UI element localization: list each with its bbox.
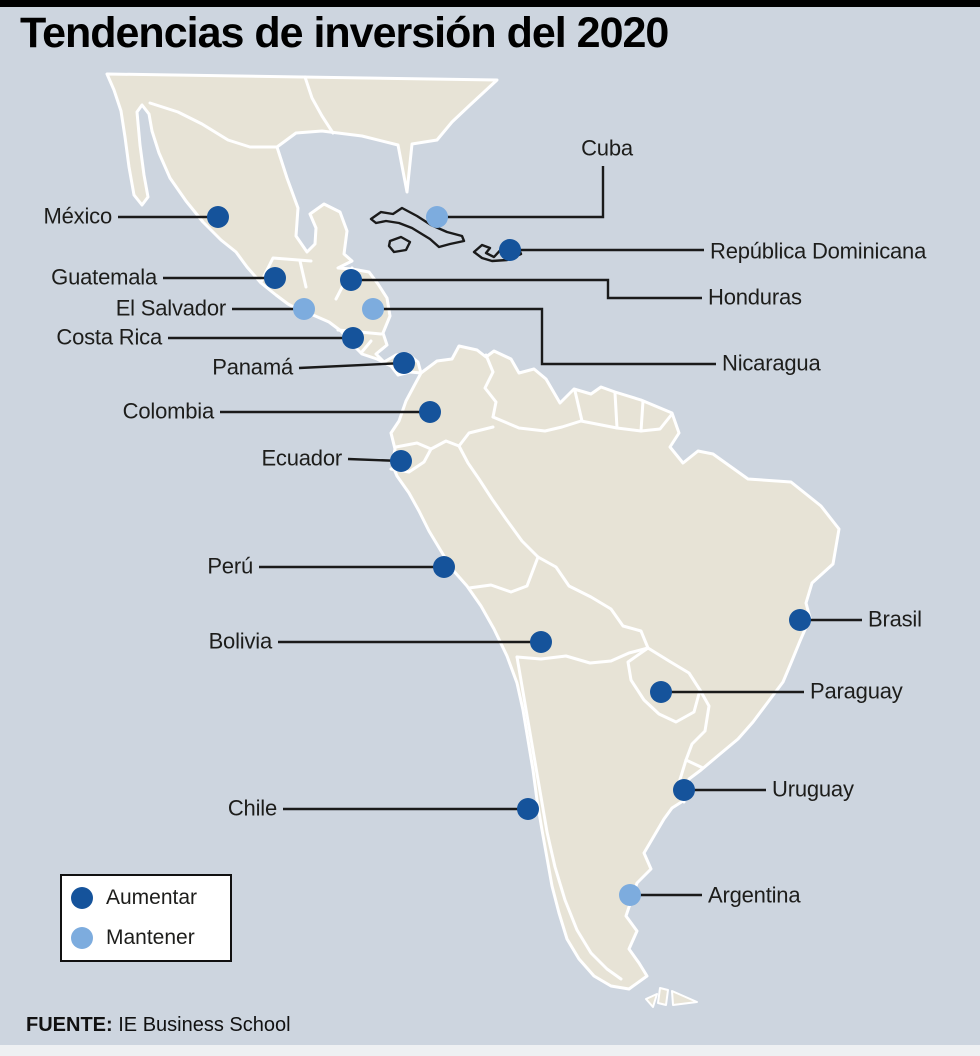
tierra-del-fuego-islands: [645, 987, 698, 1008]
dot-nicaragua: [362, 298, 384, 320]
dot-brasil: [789, 609, 811, 631]
dot-guatemala: [264, 267, 286, 289]
country-label-bolivia: Bolivia: [208, 628, 273, 654]
legend-item-aumentar: Aumentar: [71, 883, 220, 914]
country-label-republica-dominicana: República Dominicana: [710, 238, 927, 264]
country-label-nicaragua: Nicaragua: [722, 350, 821, 376]
dot-honduras: [340, 269, 362, 291]
leader-cuba: [437, 166, 605, 219]
source-label: FUENTE:: [26, 1014, 113, 1036]
dot-paraguay: [650, 681, 672, 703]
dot-republica-dominicana: [499, 239, 521, 261]
dot-bolivia: [530, 631, 552, 653]
cuba-outline: [369, 206, 466, 249]
source-text: IE Business School: [118, 1014, 291, 1036]
country-label-brasil: Brasil: [868, 606, 922, 632]
country-label-cuba: Cuba: [581, 135, 633, 161]
dot-chile: [517, 798, 539, 820]
country-dots: [207, 206, 811, 906]
country-label-panama: Panamá: [212, 354, 293, 380]
legend-box: Aumentar Mantener: [60, 874, 232, 962]
leader-nicaragua: [373, 307, 716, 366]
legend-label: Mantener: [106, 926, 195, 949]
dot-argentina: [619, 884, 641, 906]
dot-uruguay: [673, 779, 695, 801]
country-label-argentina: Argentina: [708, 882, 801, 908]
top-black-bar: [0, 0, 980, 7]
dot-el-salvador: [293, 298, 315, 320]
dot-peru: [433, 556, 455, 578]
mantener-dot-icon: [71, 927, 93, 949]
jamaica-outline: [387, 235, 412, 254]
country-label-chile: Chile: [227, 795, 277, 821]
country-label-el-salvador: El Salvador: [115, 295, 227, 321]
leader-honduras: [351, 278, 702, 300]
country-label-honduras: Honduras: [708, 284, 802, 310]
page-title: Tendencias de inversión del 2020: [20, 9, 669, 57]
legend-item-mantener: Mantener: [71, 923, 220, 954]
bottom-strip: [0, 1045, 980, 1056]
country-label-colombia: Colombia: [122, 398, 215, 424]
country-label-guatemala: Guatemala: [51, 264, 157, 290]
country-label-costa-rica: Costa Rica: [56, 324, 162, 350]
dot-mexico: [207, 206, 229, 228]
aumentar-dot-icon: [71, 887, 93, 909]
country-label-peru: Perú: [207, 553, 253, 579]
dot-costa-rica: [342, 327, 364, 349]
country-label-uruguay: Uruguay: [772, 776, 854, 802]
dot-panama: [393, 352, 415, 374]
leader-panama: [298, 361, 405, 370]
source-line: FUENTE: IE Business School: [26, 1014, 291, 1037]
dot-ecuador: [390, 450, 412, 472]
dot-colombia: [419, 401, 441, 423]
south-america-landmass: [389, 344, 841, 991]
country-label-mexico: México: [43, 203, 113, 229]
country-label-ecuador: Ecuador: [261, 445, 342, 471]
country-label-paraguay: Paraguay: [810, 678, 903, 704]
legend-label: Aumentar: [106, 886, 198, 909]
dot-cuba: [426, 206, 448, 228]
